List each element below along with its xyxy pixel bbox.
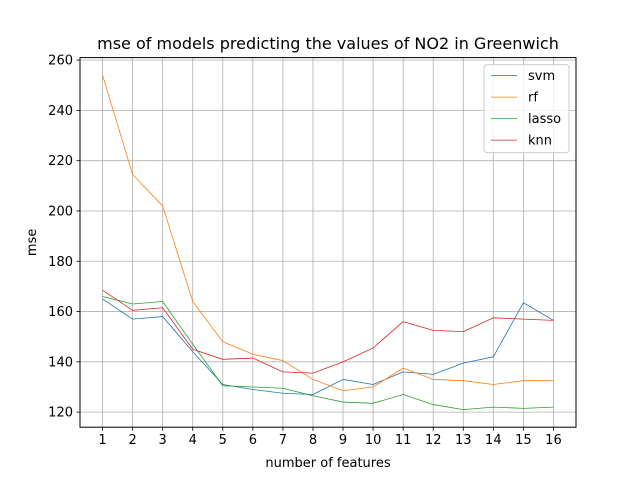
- y-axis: 120 140 160 180 200 220 240 260: [48, 54, 80, 421]
- x-axis-label: number of features: [265, 456, 390, 471]
- legend-label-svm: svm: [528, 69, 555, 84]
- y-tick-label: 160: [48, 305, 73, 320]
- x-axis: 1 2 3 4 5 6 7 8 9 10 11 12 13 14 15 16: [98, 427, 562, 448]
- y-tick-label: 120: [48, 406, 73, 421]
- legend-label-lasso: lasso: [528, 112, 561, 127]
- x-tick-label: 12: [425, 433, 442, 448]
- grid: [80, 57, 576, 428]
- x-tick-label: 14: [485, 433, 502, 448]
- x-tick-label: 4: [189, 433, 197, 448]
- x-tick-label: 1: [98, 433, 106, 448]
- x-tick-label: 10: [365, 433, 382, 448]
- plot-frame: [79, 57, 577, 428]
- series-line-lasso: [102, 296, 554, 411]
- series-line-rf: [102, 75, 554, 392]
- x-tick-label: 16: [545, 433, 562, 448]
- x-tick-label: 13: [455, 433, 472, 448]
- x-tick-label: 6: [249, 433, 257, 448]
- x-tick-label: 3: [159, 433, 167, 448]
- legend-label-knn: knn: [528, 134, 552, 149]
- y-tick-label: 260: [48, 54, 73, 69]
- y-tick-label: 220: [48, 154, 73, 169]
- series-lines: [102, 75, 554, 411]
- x-tick-label: 5: [219, 433, 227, 448]
- x-tick-label: 9: [339, 433, 347, 448]
- x-tick-label: 7: [279, 433, 287, 448]
- y-tick-label: 200: [48, 204, 73, 219]
- x-tick-label: 11: [395, 433, 412, 448]
- series-line-knn: [102, 289, 554, 374]
- chart-title: mse of models predicting the values of N…: [97, 34, 559, 53]
- y-axis-label: mse: [25, 229, 40, 256]
- x-tick-label: 2: [128, 433, 136, 448]
- x-tick-label: 8: [309, 433, 317, 448]
- x-tick-label: 15: [515, 433, 532, 448]
- legend-label-rf: rf: [528, 91, 538, 106]
- y-tick-label: 140: [48, 355, 73, 370]
- y-tick-label: 240: [48, 104, 73, 119]
- legend: svm rf lasso knn: [483, 64, 570, 154]
- legend-box: [483, 64, 570, 154]
- y-tick-label: 180: [48, 255, 73, 270]
- series-line-svm: [102, 298, 554, 395]
